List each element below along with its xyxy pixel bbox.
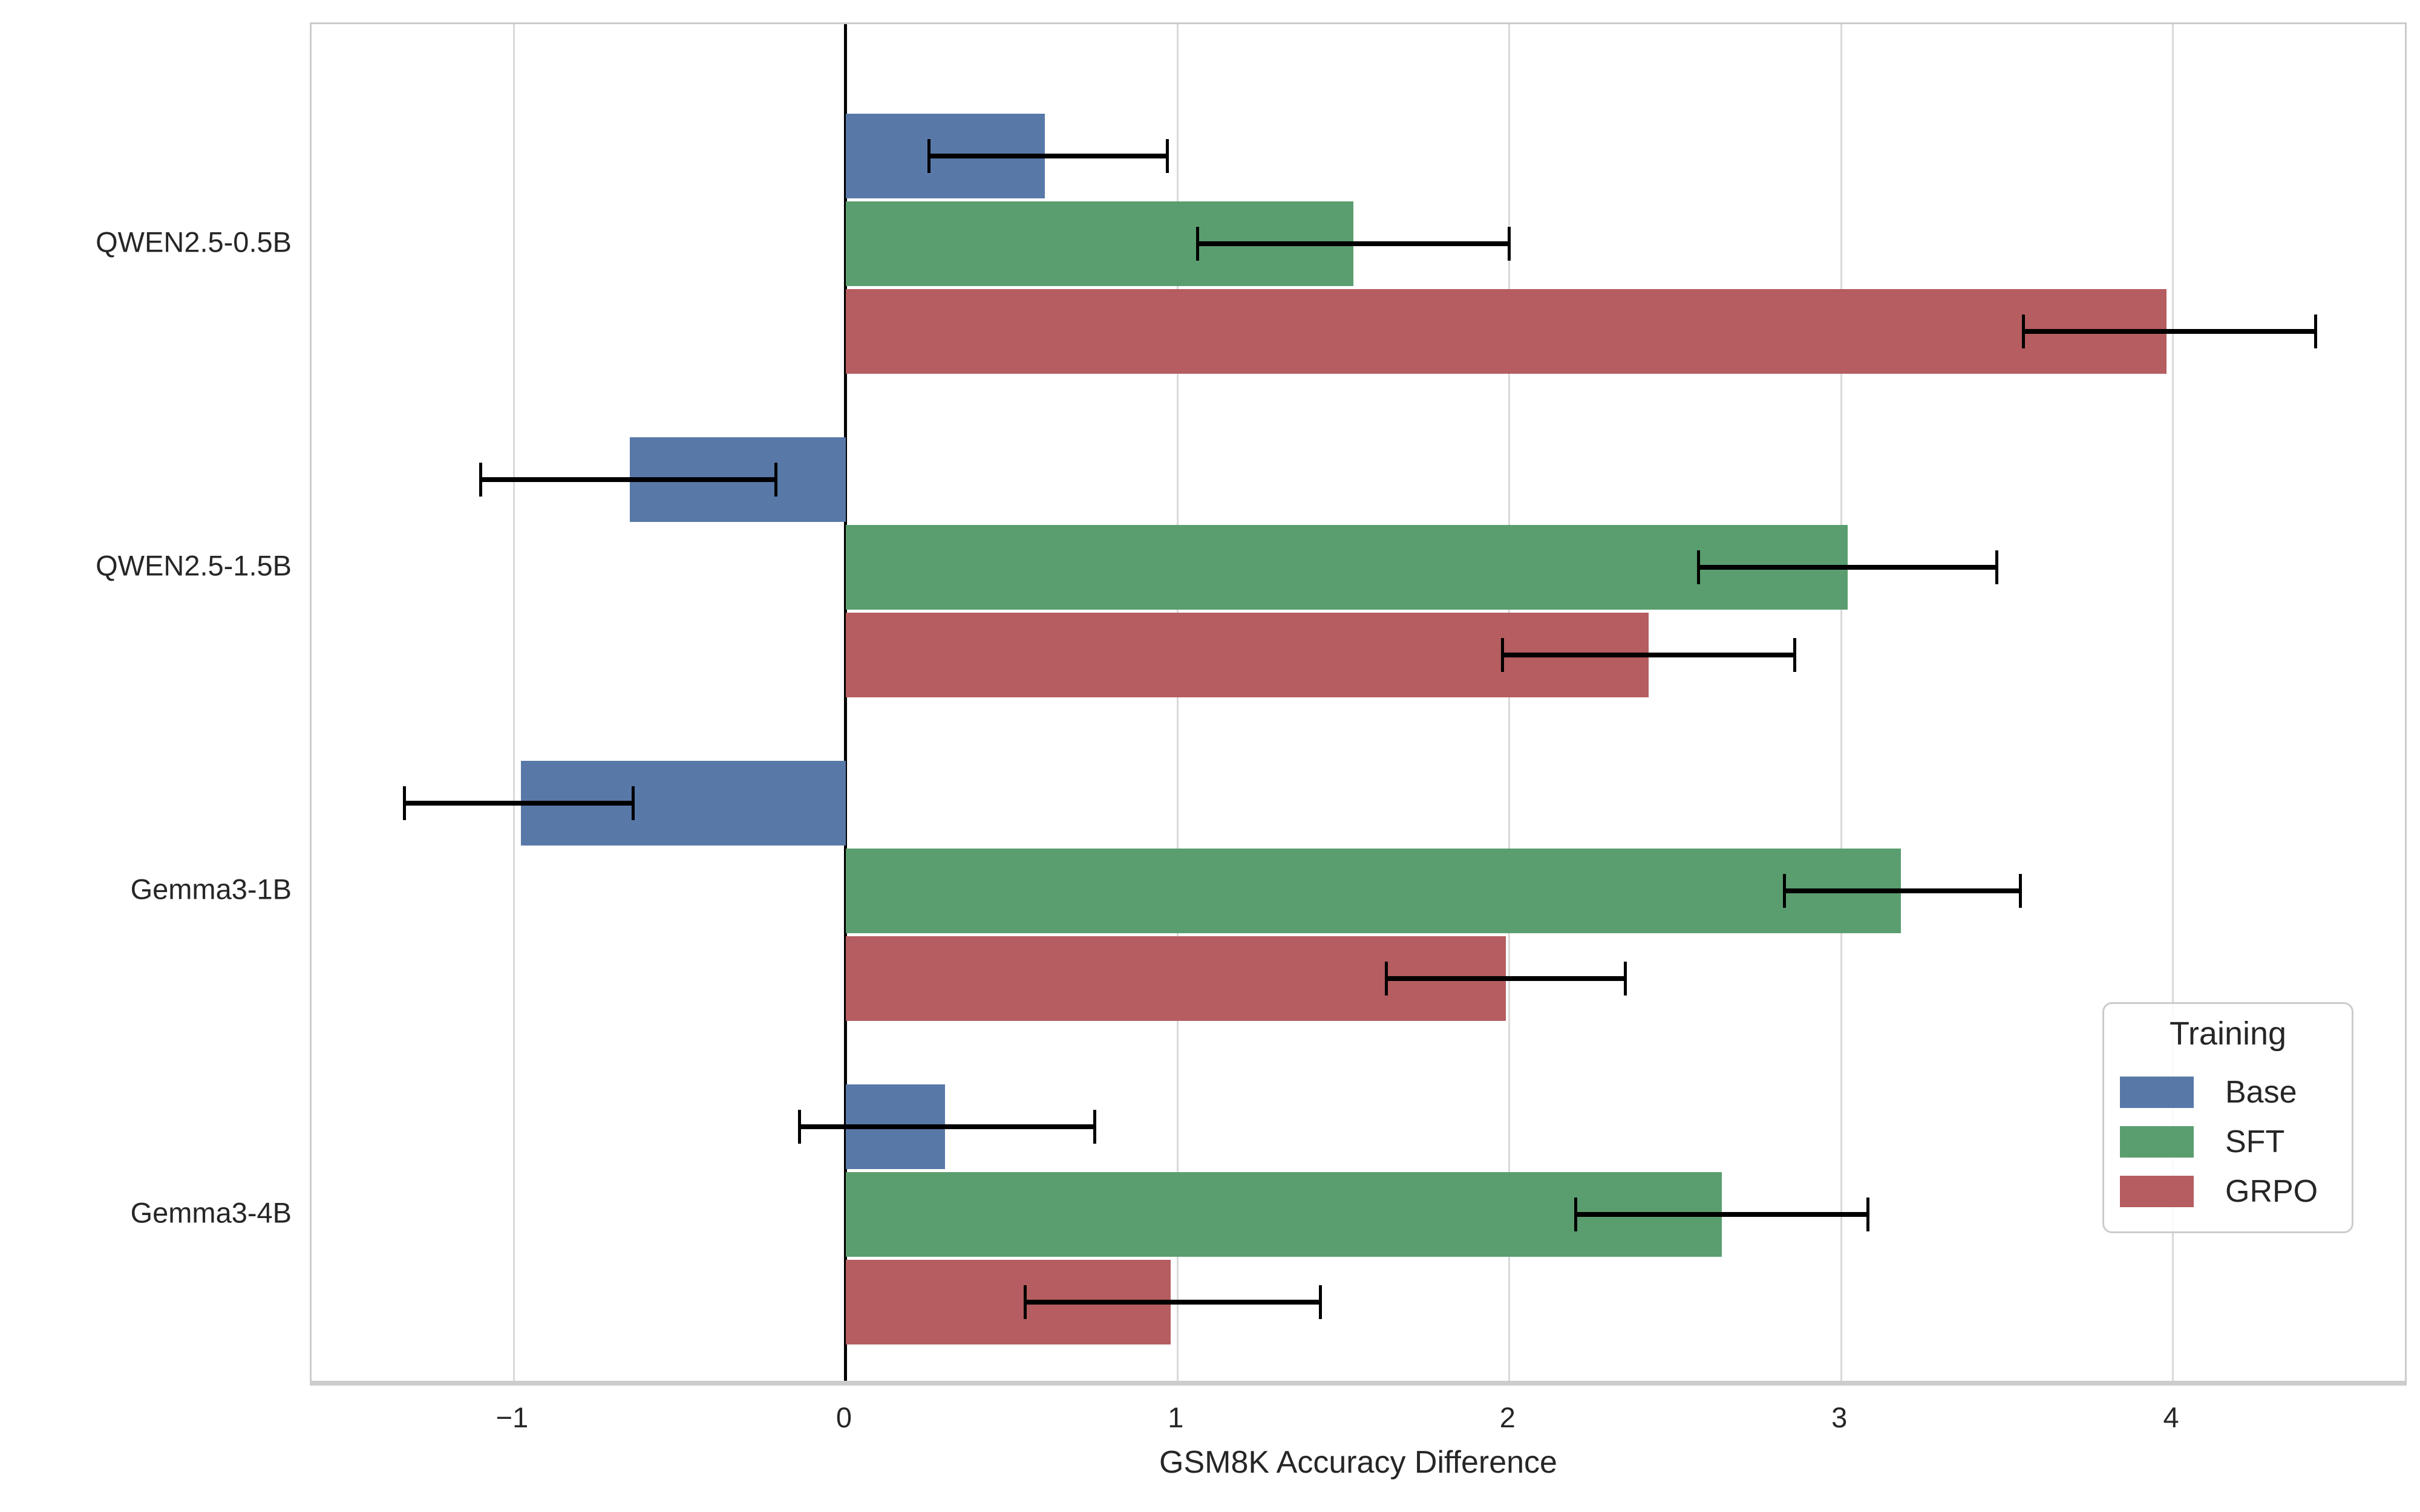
- gridline-x-4: [2172, 24, 2174, 1381]
- error-cap-hi-gemma3-1b-grpo: [1624, 962, 1627, 996]
- x-tick-label-1: 1: [1168, 1401, 1184, 1433]
- x-tick-label-3: 3: [1831, 1401, 1848, 1433]
- error-cap-hi-qwen2.5-1.5b-grpo: [1793, 638, 1796, 672]
- error-bar-gemma3-1b-sft: [1784, 888, 2021, 893]
- error-cap-hi-gemma3-4b-sft: [1866, 1198, 1869, 1231]
- error-cap-lo-qwen2.5-1.5b-sft: [1696, 550, 1700, 584]
- error-bar-qwen2.5-1.5b-base: [480, 477, 776, 482]
- error-bar-qwen2.5-0.5b-base: [929, 154, 1168, 158]
- category-label-gemma3-1b: Gemma3-1B: [130, 873, 292, 905]
- error-cap-lo-gemma3-1b-grpo: [1385, 962, 1388, 996]
- gridline-x-2: [1508, 24, 1511, 1381]
- plot-area: [310, 22, 2407, 1383]
- error-bar-qwen2.5-0.5b-sft: [1197, 241, 1509, 246]
- error-bar-gemma3-1b-grpo: [1386, 976, 1626, 981]
- legend-label-base: Base: [2225, 1075, 2297, 1110]
- error-cap-hi-gemma3-1b-sft: [2018, 874, 2022, 908]
- error-bar-qwen2.5-1.5b-grpo: [1502, 653, 1795, 657]
- legend-label-grpo: GRPO: [2225, 1174, 2318, 1209]
- legend-title: Training: [2169, 1015, 2287, 1052]
- error-cap-lo-qwen2.5-0.5b-sft: [1195, 227, 1199, 261]
- error-bar-gemma3-4b-sft: [1575, 1212, 1868, 1217]
- category-label-qwen2.5-0.5b: QWEN2.5-0.5B: [96, 226, 292, 258]
- error-cap-hi-qwen2.5-0.5b-sft: [1508, 227, 1511, 261]
- error-cap-hi-gemma3-1b-base: [632, 786, 635, 820]
- error-cap-lo-gemma3-1b-base: [403, 786, 407, 820]
- x-tick-label-2: 2: [1499, 1401, 1516, 1433]
- legend-entry-grpo: GRPO: [2120, 1173, 2318, 1210]
- legend-swatch-sft: [2120, 1126, 2194, 1158]
- error-cap-lo-gemma3-4b-grpo: [1023, 1285, 1027, 1319]
- gridline-x-3: [1840, 24, 1842, 1381]
- legend-swatch-grpo: [2120, 1176, 2194, 1207]
- bar-qwen2.5-0.5b-grpo: [845, 289, 2167, 374]
- error-bar-gemma3-4b-grpo: [1025, 1300, 1321, 1305]
- error-bar-qwen2.5-1.5b-sft: [1698, 565, 1997, 570]
- error-cap-lo-gemma3-4b-sft: [1574, 1198, 1577, 1231]
- bar-qwen2.5-1.5b-sft: [845, 525, 1848, 610]
- x-tick-label-4: 4: [2163, 1401, 2179, 1433]
- legend-label-sft: SFT: [2225, 1124, 2285, 1159]
- error-bar-gemma3-4b-base: [799, 1124, 1095, 1129]
- legend: Training Base SFT GRPO: [2102, 1002, 2353, 1233]
- error-cap-lo-qwen2.5-1.5b-base: [479, 463, 483, 497]
- category-label-gemma3-4b: Gemma3-4B: [130, 1196, 292, 1229]
- bar-gemma3-1b-sft: [845, 849, 1901, 933]
- x-axis-line: [310, 1381, 2407, 1386]
- legend-entry-base: Base: [2120, 1074, 2318, 1110]
- x-tick-label--1: −1: [495, 1401, 529, 1433]
- error-cap-lo-gemma3-1b-sft: [1783, 874, 1787, 908]
- error-cap-lo-qwen2.5-0.5b-grpo: [2022, 314, 2026, 348]
- zero-axis-line: [844, 24, 848, 1381]
- error-cap-hi-qwen2.5-0.5b-grpo: [2314, 314, 2317, 348]
- error-cap-hi-qwen2.5-1.5b-base: [774, 463, 778, 497]
- x-tick-label-0: 0: [836, 1401, 852, 1433]
- gridline-x--1: [513, 24, 515, 1381]
- error-cap-hi-gemma3-4b-grpo: [1318, 1285, 1322, 1319]
- error-bar-gemma3-1b-base: [404, 801, 633, 806]
- error-cap-hi-qwen2.5-1.5b-sft: [1995, 550, 1999, 584]
- category-label-qwen2.5-1.5b: QWEN2.5-1.5B: [96, 549, 292, 582]
- legend-swatch-base: [2120, 1077, 2194, 1108]
- legend-rows: Base SFT GRPO: [2120, 1061, 2318, 1210]
- error-cap-lo-qwen2.5-0.5b-base: [927, 139, 930, 173]
- error-cap-lo-qwen2.5-1.5b-grpo: [1501, 638, 1505, 672]
- x-axis-title: GSM8K Accuracy Difference: [1159, 1445, 1557, 1480]
- gridline-x-1: [1176, 24, 1179, 1381]
- error-bar-qwen2.5-0.5b-grpo: [2023, 329, 2316, 334]
- error-cap-lo-gemma3-4b-base: [797, 1110, 801, 1144]
- error-cap-hi-gemma3-4b-base: [1093, 1110, 1096, 1144]
- legend-entry-sft: SFT: [2120, 1124, 2318, 1160]
- error-cap-hi-qwen2.5-0.5b-base: [1166, 139, 1169, 173]
